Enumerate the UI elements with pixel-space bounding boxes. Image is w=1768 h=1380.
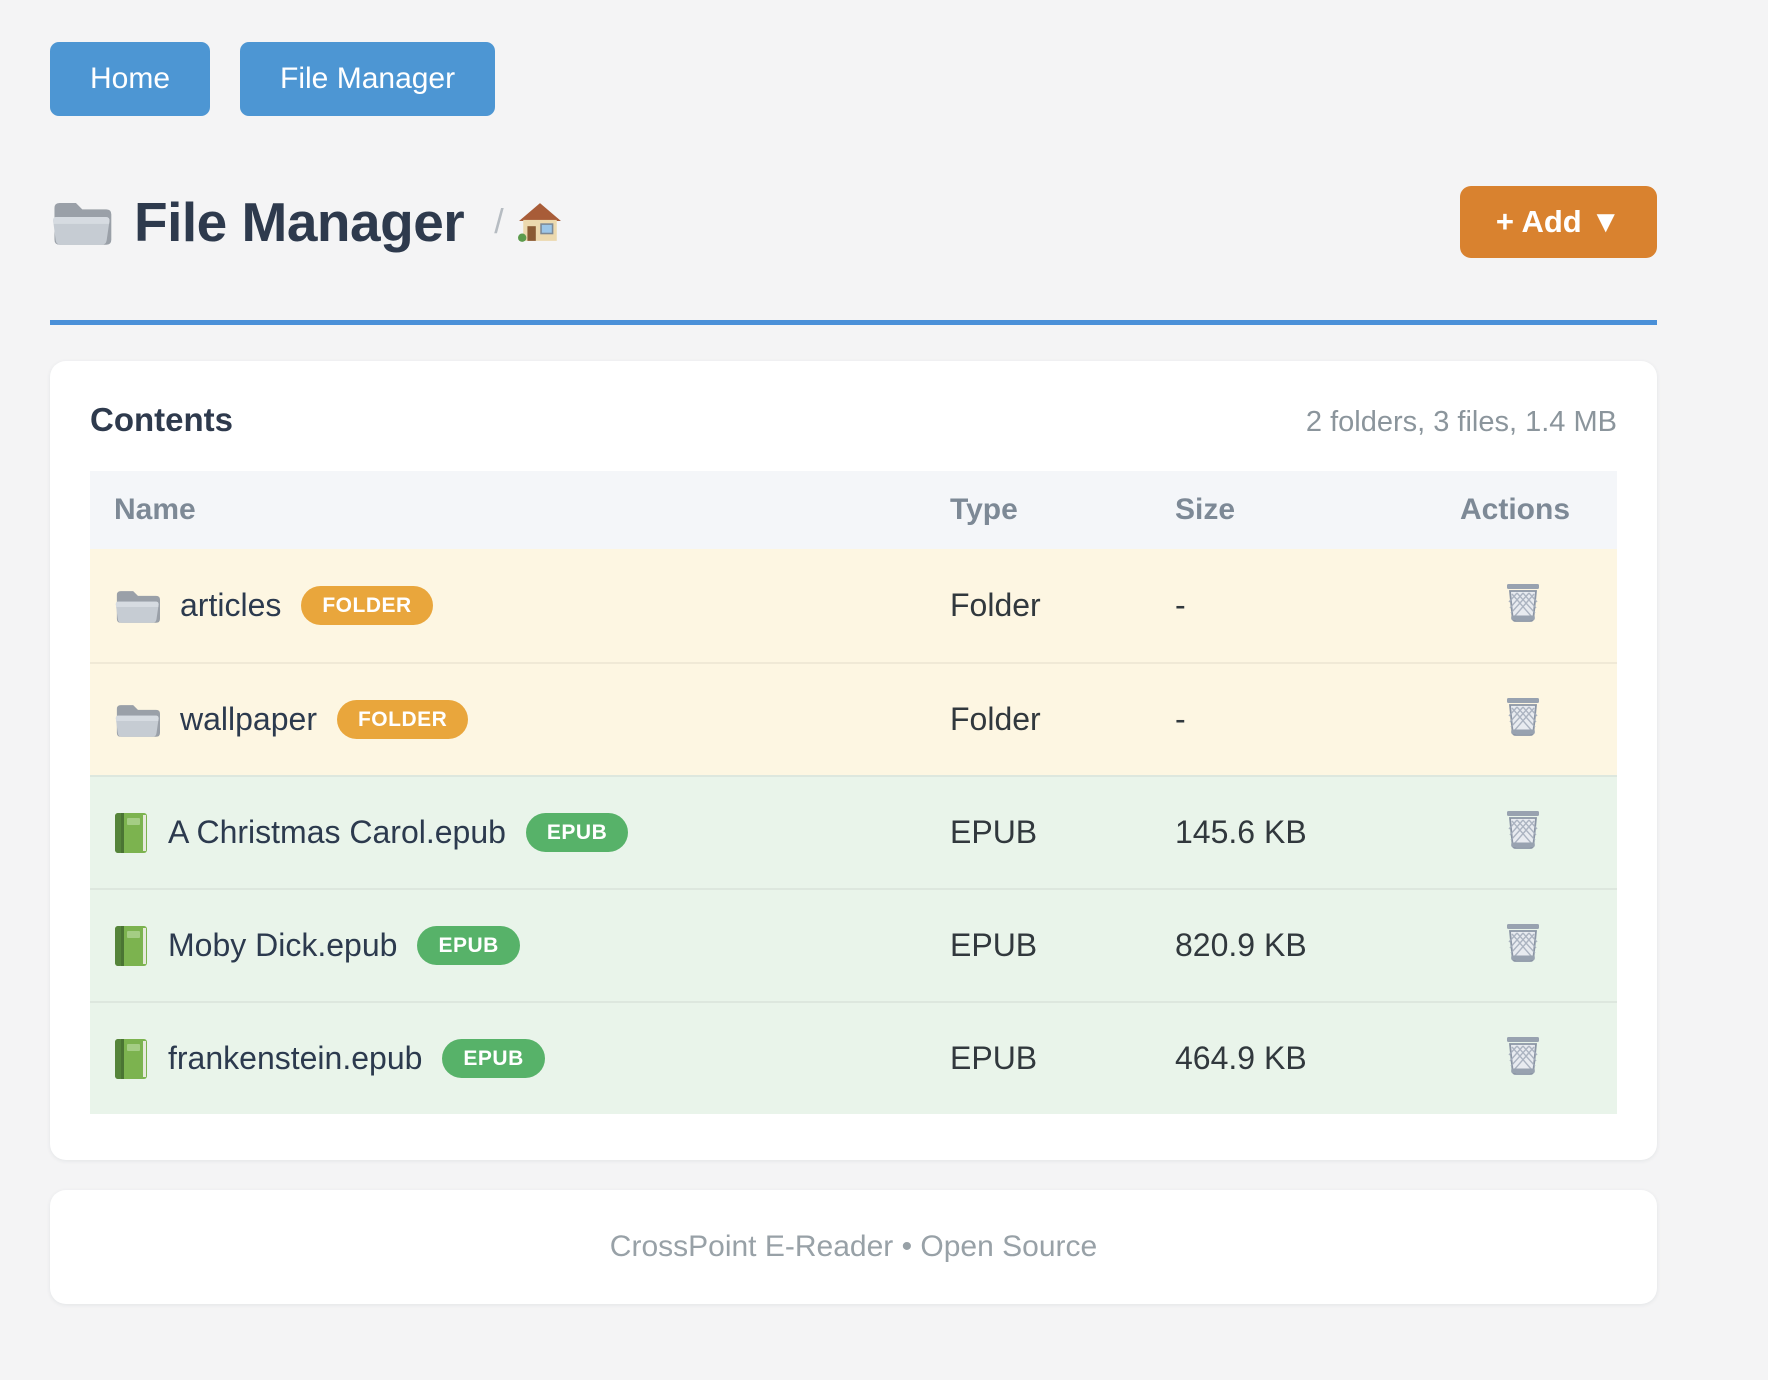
accent-rule <box>50 320 1657 325</box>
trash-icon <box>1504 1034 1542 1076</box>
size-cell: 464.9 KB <box>1175 1040 1307 1076</box>
file-name[interactable]: frankenstein.epub <box>168 1040 423 1076</box>
delete-button[interactable] <box>1504 808 1542 850</box>
column-header-size: Size <box>1175 493 1236 526</box>
actions-cell <box>1460 695 1617 745</box>
delete-button[interactable] <box>1504 1034 1542 1076</box>
actions-cell <box>1460 581 1617 631</box>
open-folder-icon <box>50 198 112 246</box>
top-nav: Home File Manager <box>50 42 1657 116</box>
column-header-name: Name <box>114 493 196 526</box>
page-header: File Manager / + Add ▼ <box>50 186 1657 258</box>
title-group: File Manager / <box>50 190 562 254</box>
delete-button[interactable] <box>1504 695 1542 737</box>
type-cell: Folder <box>950 587 1041 623</box>
table-row-frankenstein[interactable]: frankenstein.epub EPUB EPUB 464.9 KB <box>90 1001 1617 1114</box>
trash-icon <box>1504 808 1542 850</box>
file-name[interactable]: Moby Dick.epub <box>168 927 398 963</box>
folder-badge: FOLDER <box>336 700 469 739</box>
table-row-moby-dick[interactable]: Moby Dick.epub EPUB EPUB 820.9 KB <box>90 888 1617 1001</box>
name-cell: Moby Dick.epub EPUB <box>90 925 950 967</box>
delete-button[interactable] <box>1504 581 1542 623</box>
trash-icon <box>1504 581 1542 623</box>
name-cell: frankenstein.epub EPUB <box>90 1038 950 1080</box>
book-icon <box>114 812 148 854</box>
folder-badge: FOLDER <box>301 586 433 625</box>
add-button[interactable]: + Add ▼ <box>1459 186 1657 258</box>
name-cell: wallpaper FOLDER <box>90 700 950 739</box>
contents-summary: 2 folders, 3 files, 1.4 MB <box>1305 406 1617 438</box>
breadcrumb-separator: / <box>494 202 504 241</box>
epub-badge: EPUB <box>442 1039 545 1078</box>
table-row-christmas-carol[interactable]: A Christmas Carol.epub EPUB EPUB 145.6 K… <box>90 775 1617 888</box>
contents-card-header: Contents 2 folders, 3 files, 1.4 MB <box>90 401 1617 439</box>
size-cell: 820.9 KB <box>1175 927 1307 963</box>
nav-home-button[interactable]: Home <box>50 42 211 116</box>
book-icon <box>114 1038 148 1080</box>
name-cell: A Christmas Carol.epub EPUB <box>90 812 950 854</box>
actions-cell <box>1460 1034 1617 1084</box>
folder-icon <box>114 701 160 738</box>
footer: CrossPoint E-Reader • Open Source <box>50 1190 1657 1304</box>
contents-card: Contents 2 folders, 3 files, 1.4 MB Name… <box>50 361 1657 1160</box>
trash-icon <box>1504 695 1542 737</box>
file-name[interactable]: articles <box>180 587 282 623</box>
book-icon <box>114 925 148 967</box>
epub-badge: EPUB <box>525 813 629 852</box>
size-cell: 145.6 KB <box>1175 814 1307 850</box>
file-table: Name Type Size Actions articles FOLDER F… <box>90 471 1617 1114</box>
trash-icon <box>1504 921 1542 963</box>
table-row-articles[interactable]: articles FOLDER Folder - <box>90 549 1617 662</box>
name-cell: articles FOLDER <box>90 586 950 625</box>
epub-badge: EPUB <box>417 926 520 965</box>
delete-button[interactable] <box>1504 921 1542 963</box>
home-icon[interactable] <box>517 201 562 243</box>
footer-text: CrossPoint E-Reader • Open Source <box>609 1230 1098 1263</box>
size-cell: - <box>1175 587 1186 623</box>
column-header-type: Type <box>950 493 1018 526</box>
column-header-actions: Actions <box>1460 493 1571 526</box>
table-header-row: Name Type Size Actions <box>90 471 1617 549</box>
contents-title: Contents <box>90 401 233 438</box>
size-cell: - <box>1175 701 1186 737</box>
type-cell: EPUB <box>950 927 1038 963</box>
type-cell: Folder <box>950 701 1041 737</box>
page-title: File Manager <box>134 191 465 253</box>
nav-file-manager-button[interactable]: File Manager <box>240 42 496 116</box>
file-name[interactable]: A Christmas Carol.epub <box>168 814 506 850</box>
type-cell: EPUB <box>950 814 1038 850</box>
folder-icon <box>114 587 160 624</box>
type-cell: EPUB <box>950 1040 1038 1076</box>
actions-cell <box>1460 921 1617 971</box>
actions-cell <box>1460 808 1617 858</box>
file-name[interactable]: wallpaper <box>180 701 317 737</box>
table-row-wallpaper[interactable]: wallpaper FOLDER Folder - <box>90 662 1617 775</box>
